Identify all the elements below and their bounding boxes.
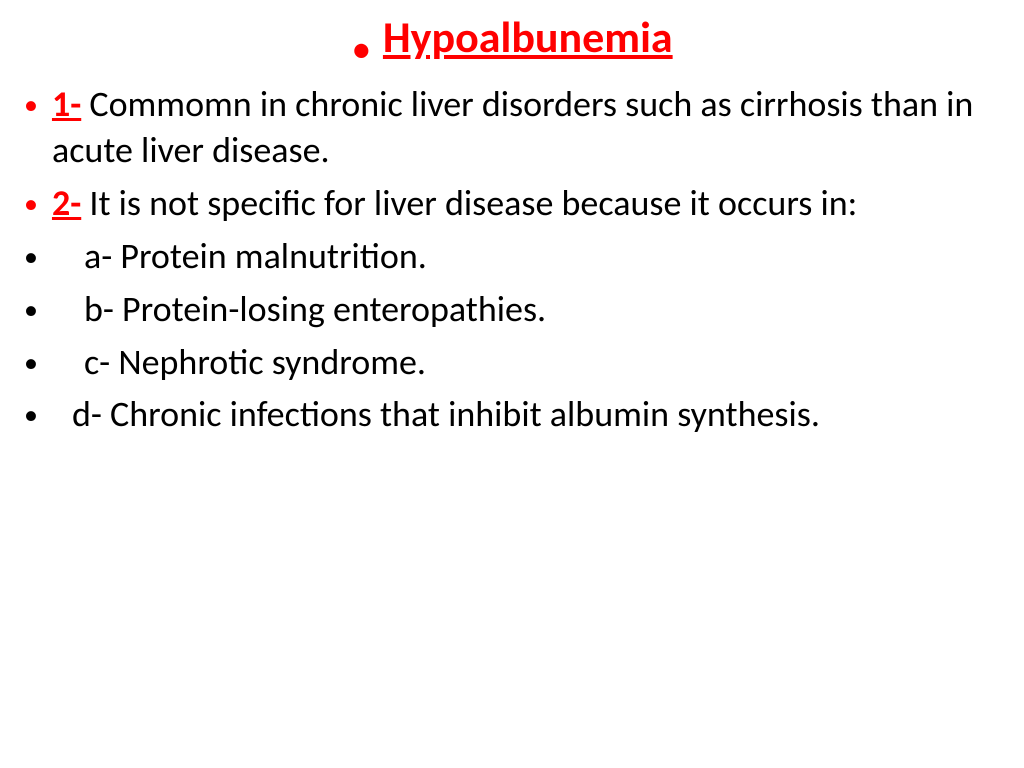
- sub-b: • b- Protein-losing enteropathies.: [20, 286, 1004, 333]
- bullet-icon: •: [24, 87, 38, 123]
- title-bullet-icon: •: [351, 24, 371, 73]
- point-1: • 1- Commomn in chronic liver disorders …: [20, 81, 1004, 175]
- slide-content: • Hypoalbunemia • 1- Commomn in chronic …: [20, 10, 1004, 438]
- bullet-icon: •: [24, 345, 38, 381]
- slide-title: Hypoalbunemia: [383, 10, 673, 64]
- point-1-content: 1- Commomn in chronic liver disorders su…: [52, 81, 1004, 175]
- sub-a: • a- Protein malnutrition.: [20, 233, 1004, 280]
- sub-c-text: c- Nephrotic syndrome.: [52, 339, 426, 386]
- sub-a-text: a- Protein malnutrition.: [52, 233, 427, 280]
- point-1-label: 1-: [52, 82, 81, 126]
- point-2-content: 2- It is not specific for liver disease …: [52, 180, 857, 227]
- bullet-icon: •: [24, 292, 38, 328]
- point-2-label: 2-: [52, 181, 81, 225]
- sub-d-text: d- Chronic infections that inhibit album…: [52, 391, 820, 438]
- point-1-text: Commomn in chronic liver disorders such …: [52, 82, 973, 173]
- bullet-icon: •: [24, 239, 38, 275]
- title-row: • Hypoalbunemia: [20, 10, 1004, 73]
- bullet-icon: •: [24, 186, 38, 222]
- sub-b-text: b- Protein-losing enteropathies.: [52, 286, 546, 333]
- bullet-icon: •: [24, 397, 38, 433]
- point-2: • 2- It is not specific for liver diseas…: [20, 180, 1004, 227]
- sub-c: • c- Nephrotic syndrome.: [20, 339, 1004, 386]
- sub-d: • d- Chronic infections that inhibit alb…: [20, 391, 1004, 438]
- point-2-text: It is not specific for liver disease bec…: [81, 181, 857, 225]
